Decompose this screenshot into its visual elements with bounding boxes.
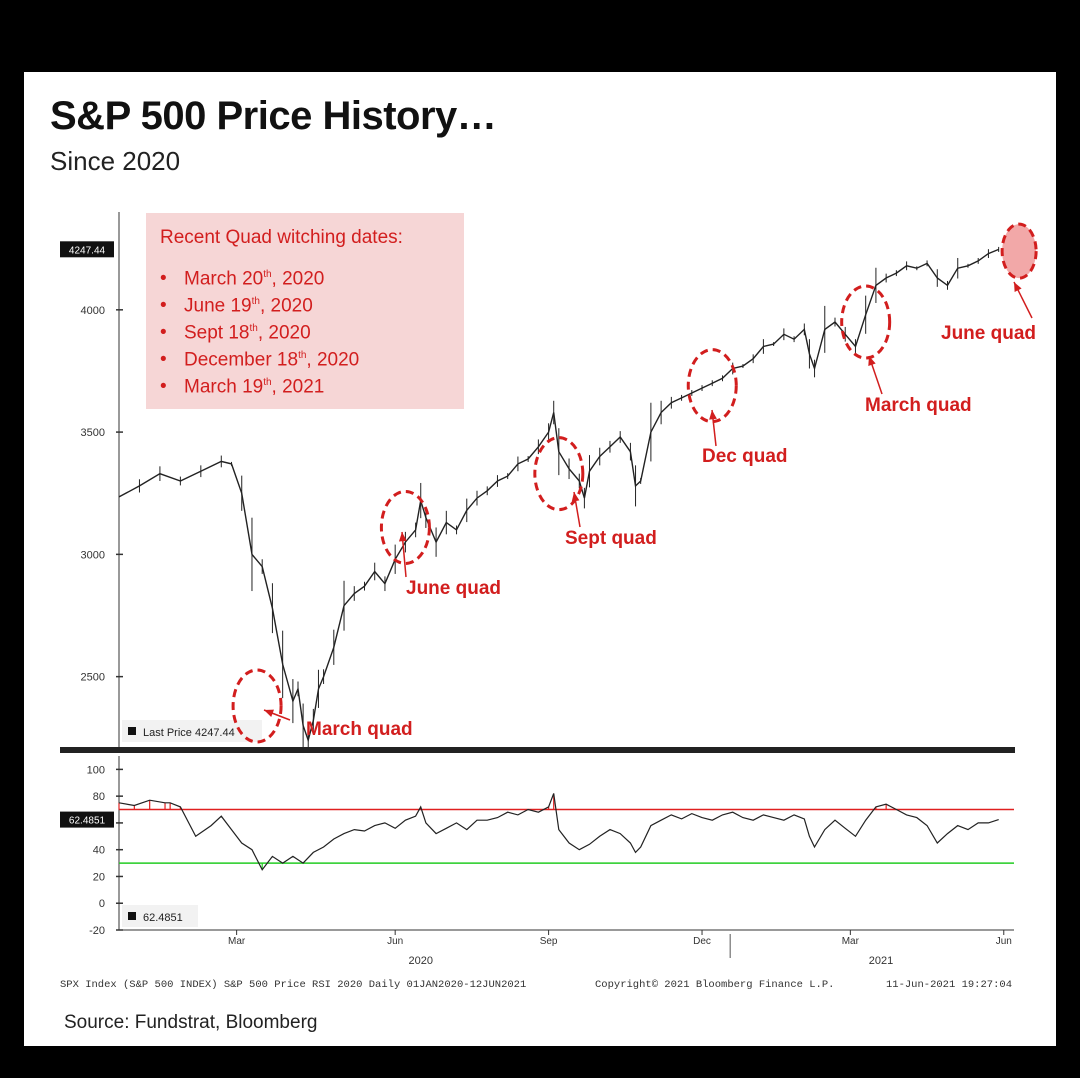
legend-item-suffix: th: [263, 377, 272, 388]
last-rsi-tag: [60, 811, 114, 828]
quad-highlight-circle: [840, 284, 892, 360]
legend-list: • March 20th, 2020 • June 19th, 2020 • Sept 1…: [160, 261, 360, 398]
quad-highlight-circle: [533, 436, 585, 512]
quad-highlight-circle: [686, 348, 738, 424]
quad-highlight-circle: [231, 668, 283, 744]
price-line: [118, 248, 999, 743]
last-rsi-tag-label: 62.4851: [69, 816, 106, 827]
legend-item-year: , 2021: [271, 376, 325, 398]
legend-item-suffix: th: [298, 350, 307, 361]
chart-title: S&P 500 Price History…: [50, 94, 497, 138]
rsi-tick-label: 20: [93, 871, 105, 883]
annotation-arrowhead: [868, 356, 876, 366]
legend-item-year: , 2020: [271, 268, 325, 290]
rsi-tick-label: 0: [99, 898, 105, 910]
legend-item: • June 19th, 2020: [160, 288, 359, 317]
rsi-tick-label: -20: [89, 925, 105, 937]
rsi-tick-label: 40: [93, 845, 105, 857]
source-note: Source: Fundstrat, Bloomberg: [64, 1012, 318, 1033]
rsi-tick-label: 100: [87, 764, 105, 776]
x-tick-label: Jun: [996, 936, 1012, 947]
last-price-tag-label: 4247.44: [69, 245, 106, 256]
footer-copyright: Copyright© 2021 Bloomberg Finance L.P.: [595, 979, 834, 991]
last-price-tag: [60, 241, 114, 258]
annotation-label: June quad: [941, 323, 1036, 344]
footer-timestamp: 11-Jun-2021 19:27:04: [886, 979, 1012, 991]
legend-item-date: June 19: [184, 295, 252, 317]
legend-item-date: December 18: [184, 349, 299, 371]
chart-card: S&P 500 Price History… Since 2020 2500 30…: [24, 72, 1056, 1046]
chart-svg: 2500300035004000-200204060801004247.4462…: [60, 212, 1038, 991]
x-tick-label: Mar: [842, 936, 860, 947]
legend-item-year: , 2020: [259, 295, 313, 317]
annotation-label: Dec quad: [702, 446, 788, 467]
legend-item-date: March 19: [184, 376, 264, 398]
x-year-label: 2020: [409, 955, 433, 967]
legend-item-suffix: th: [263, 269, 272, 280]
legend-item-suffix: th: [251, 296, 260, 307]
price-legend-label: Last Price 4247.44: [143, 727, 235, 739]
x-tick-label: Sep: [540, 936, 558, 947]
legend-item-year: , 2020: [257, 322, 311, 344]
rsi-legend-bg: [122, 905, 198, 927]
legend-title: Recent Quad witching dates:: [160, 227, 403, 248]
annotation-arrowhead: [264, 709, 274, 717]
chart-subtitle: Since 2020: [50, 146, 181, 176]
annotation-label: June quad: [406, 578, 501, 599]
annotation-label: March quad: [306, 719, 413, 740]
legend-item: • March 19th, 2021: [160, 369, 359, 398]
bullet-icon: •: [160, 376, 167, 398]
price-tick-label: 2500: [81, 672, 105, 684]
legend-item-year: , 2020: [306, 349, 360, 371]
annotation-arrowhead: [571, 492, 580, 502]
price-tick-label: 4000: [81, 305, 105, 317]
x-tick-label: Jun: [387, 936, 403, 947]
annotation-arrowhead: [1014, 282, 1022, 292]
legend-item: • Sept 18th, 2020: [160, 315, 359, 344]
legend-item-date: Sept 18: [184, 322, 250, 344]
bullet-icon: •: [160, 349, 167, 371]
x-tick-label: Mar: [228, 936, 246, 947]
price-legend-bg: [122, 720, 262, 742]
price-tick-label: 3000: [81, 549, 105, 561]
annotation-label: Sept quad: [565, 528, 657, 549]
legend-item-date: March 20: [184, 268, 264, 290]
annotation-label: March quad: [865, 395, 972, 416]
x-tick-label: Dec: [693, 936, 711, 947]
quad-witching-legend: Recent Quad witching dates: • March 20th,…: [146, 213, 464, 409]
price-tick-label: 3500: [81, 427, 105, 439]
panel-divider: [60, 747, 1015, 753]
rsi-legend-label: 62.4851: [143, 912, 183, 924]
quad-highlight-circle: [379, 489, 431, 565]
price-legend-swatch: [128, 727, 136, 735]
x-year-label: 2021: [869, 955, 893, 967]
bullet-icon: •: [160, 322, 167, 344]
legend-item: • December 18th, 2020: [160, 342, 360, 371]
rsi-tick-label: 80: [93, 791, 105, 803]
bullet-icon: •: [160, 295, 167, 317]
quad-highlight-circle: [1000, 222, 1038, 280]
rsi-legend-swatch: [128, 912, 136, 920]
legend-item: • March 20th, 2020: [160, 261, 359, 290]
annotation-arrowhead: [709, 410, 717, 420]
footer-info: SPX Index (S&P 500 INDEX) S&P 500 Price …: [60, 979, 526, 991]
bullet-icon: •: [160, 268, 167, 290]
rsi-line: [118, 793, 999, 871]
legend-item-suffix: th: [249, 323, 258, 334]
annotation-arrowhead: [398, 532, 407, 542]
